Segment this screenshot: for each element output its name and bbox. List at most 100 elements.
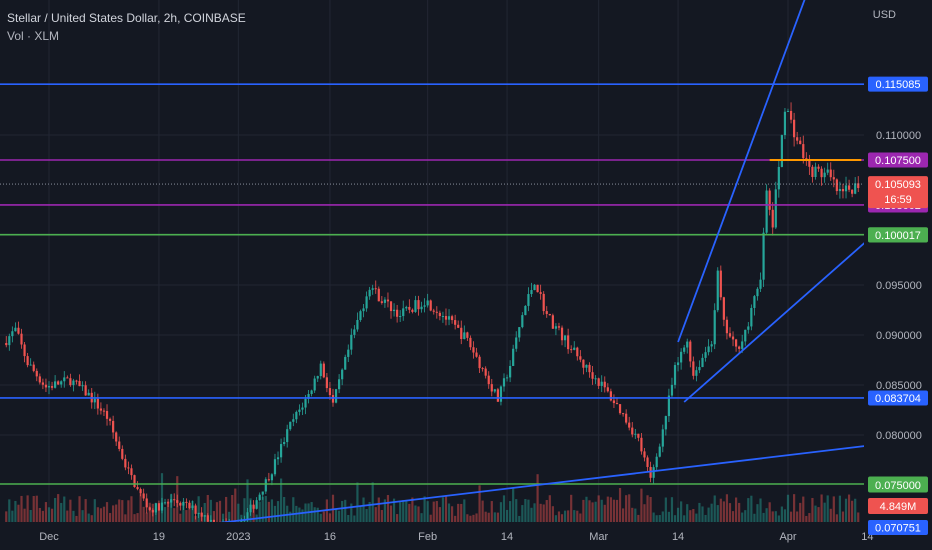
volume-bar bbox=[283, 496, 286, 522]
volume-bar bbox=[847, 494, 851, 522]
volume-bar bbox=[166, 501, 170, 522]
candle-body bbox=[490, 384, 493, 392]
volume-bars bbox=[5, 473, 860, 522]
volume-bar bbox=[854, 498, 857, 522]
volume-bar bbox=[753, 513, 756, 522]
candle-body bbox=[609, 391, 612, 401]
candle-body bbox=[786, 110, 790, 112]
volume-bar bbox=[319, 513, 322, 522]
volume-bar bbox=[11, 510, 14, 522]
candle-body bbox=[692, 361, 695, 376]
volume-bar bbox=[84, 499, 87, 522]
candle-body bbox=[585, 364, 588, 368]
candle-body bbox=[799, 140, 802, 145]
volume-bar bbox=[509, 501, 512, 522]
volume-bar bbox=[66, 510, 69, 522]
volume-bar bbox=[139, 494, 142, 522]
volume-bar bbox=[389, 505, 393, 522]
candle-body bbox=[160, 502, 164, 511]
volume-bar bbox=[54, 497, 57, 522]
candle-body bbox=[582, 359, 585, 368]
candle-body bbox=[441, 316, 445, 318]
volume-bar bbox=[237, 503, 240, 522]
candle-body bbox=[276, 457, 280, 460]
candle-body bbox=[292, 419, 295, 422]
candle-body bbox=[283, 442, 286, 445]
candle-body bbox=[496, 389, 499, 402]
candle-body bbox=[734, 339, 738, 347]
volume-bar bbox=[105, 502, 109, 522]
candle-body bbox=[41, 382, 44, 385]
time-tick-label: Feb bbox=[418, 531, 437, 543]
volume-bar bbox=[221, 513, 225, 522]
volume-bar bbox=[557, 511, 561, 522]
candle-body bbox=[29, 364, 32, 366]
volume-bar bbox=[652, 512, 655, 522]
volume-bar bbox=[215, 502, 219, 522]
volume-bar bbox=[475, 513, 478, 522]
candle-body bbox=[151, 509, 154, 513]
volume-bar bbox=[646, 495, 649, 522]
candle-body bbox=[5, 343, 8, 346]
candle-body bbox=[270, 474, 274, 481]
price-badge-bg bbox=[868, 76, 928, 92]
candle-body bbox=[399, 316, 402, 318]
candle-body bbox=[286, 429, 289, 443]
candle-body bbox=[84, 385, 87, 396]
candle-body bbox=[163, 502, 167, 504]
candle-body bbox=[689, 341, 692, 362]
candle-body bbox=[173, 499, 176, 501]
candle-body bbox=[704, 352, 707, 358]
candle-body bbox=[176, 500, 179, 503]
candle-body bbox=[560, 327, 564, 341]
candle-body bbox=[26, 356, 29, 366]
candle-body bbox=[322, 363, 325, 378]
candle-body bbox=[521, 315, 524, 328]
volume-bar bbox=[585, 496, 588, 522]
candle-body bbox=[279, 444, 283, 458]
volume-bar bbox=[29, 509, 32, 522]
candle-body bbox=[157, 503, 161, 511]
candle-body bbox=[261, 491, 264, 495]
volume-bar bbox=[160, 473, 164, 522]
candle-body bbox=[411, 309, 414, 312]
candle-body bbox=[658, 446, 661, 457]
volume-bar bbox=[713, 495, 716, 522]
candle-body bbox=[304, 398, 307, 408]
candle-body bbox=[664, 416, 667, 430]
volume-bar bbox=[683, 515, 686, 522]
volume-bar bbox=[805, 515, 808, 522]
candle-body bbox=[713, 310, 716, 345]
candle-body bbox=[365, 296, 368, 309]
candle-body bbox=[567, 335, 570, 350]
candle-body bbox=[725, 319, 729, 334]
candle-body bbox=[789, 110, 793, 120]
candle-body bbox=[710, 344, 713, 347]
candle-body bbox=[621, 413, 625, 415]
candle-body bbox=[179, 502, 182, 506]
candle-body bbox=[319, 363, 322, 377]
volume-bar bbox=[87, 513, 90, 522]
volume-bar bbox=[799, 502, 802, 522]
volume-bar bbox=[344, 499, 347, 522]
candle-body bbox=[38, 376, 41, 383]
candle-body bbox=[102, 410, 106, 412]
candle-body bbox=[719, 270, 722, 298]
volume-bar bbox=[625, 495, 628, 522]
volume-bar bbox=[377, 497, 380, 522]
time-axis[interactable]: Dec 19 2023 16 Feb 14 Mar 14 Apr 14 bbox=[0, 522, 932, 550]
candle-body bbox=[634, 433, 637, 435]
volume-bar bbox=[689, 510, 692, 522]
volume-bar bbox=[444, 495, 448, 522]
volume-bar bbox=[341, 500, 344, 522]
volume-bar bbox=[530, 507, 533, 522]
candle-body bbox=[35, 370, 38, 377]
candle-body bbox=[362, 308, 365, 312]
candle-body bbox=[426, 300, 429, 306]
candle-body bbox=[170, 499, 173, 503]
volume-bar bbox=[75, 515, 78, 522]
candle-body bbox=[851, 189, 854, 194]
candle-body bbox=[389, 301, 393, 312]
volume-bar bbox=[371, 482, 374, 522]
